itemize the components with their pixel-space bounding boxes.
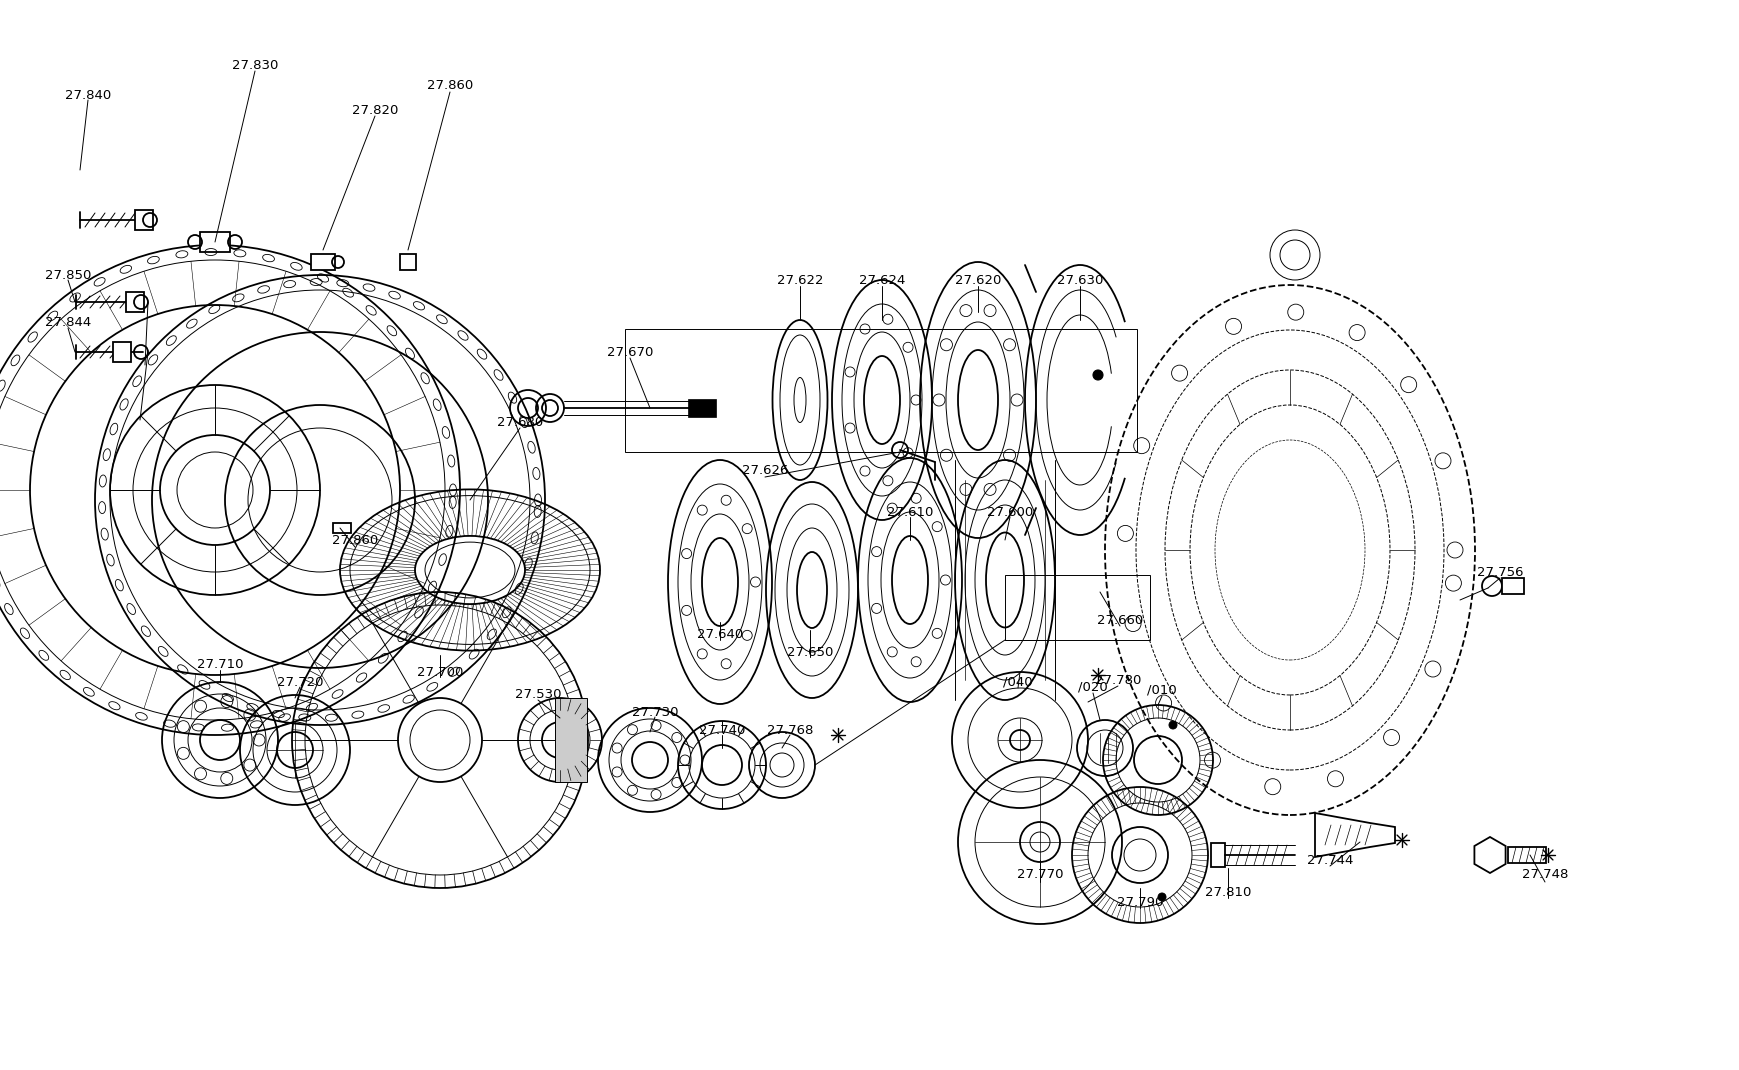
Bar	[125, 292, 144, 312]
Bar	[332, 523, 351, 533]
Text: /020: /020	[1078, 681, 1108, 693]
Bar	[311, 254, 336, 270]
Bar	[687, 399, 715, 417]
Text: 27.860: 27.860	[426, 78, 473, 92]
Bar	[1210, 843, 1224, 867]
Text: 27.840: 27.840	[64, 89, 111, 102]
Bar	[200, 232, 230, 253]
Circle shape	[1169, 721, 1176, 729]
Text: 27.710: 27.710	[197, 658, 243, 672]
Text: 27.830: 27.830	[231, 59, 278, 72]
Text: 27.626: 27.626	[741, 463, 788, 476]
Text: 27.700: 27.700	[417, 666, 463, 678]
Text: 27.770: 27.770	[1016, 869, 1063, 882]
Text: 27.640: 27.640	[697, 628, 743, 642]
Polygon shape	[1473, 837, 1504, 873]
Text: 27.790: 27.790	[1116, 896, 1162, 908]
Text: 27.610: 27.610	[887, 505, 932, 519]
Bar	[624, 328, 1136, 452]
Circle shape	[1158, 893, 1165, 901]
Text: 27.844: 27.844	[45, 316, 90, 328]
Text: 27.756: 27.756	[1476, 566, 1522, 579]
Text: 27.740: 27.740	[699, 723, 744, 736]
Bar	[555, 698, 586, 782]
Text: /010: /010	[1146, 684, 1176, 697]
Text: 27.620: 27.620	[955, 274, 1000, 287]
Text: 27.670: 27.670	[607, 346, 652, 358]
Bar	[113, 342, 130, 362]
Text: 27.680: 27.680	[497, 415, 543, 428]
Text: 27.624: 27.624	[859, 274, 904, 287]
Text: 27.600: 27.600	[986, 505, 1033, 519]
Bar	[400, 254, 416, 270]
Text: 27.744: 27.744	[1306, 854, 1353, 867]
Text: /040: /040	[1003, 675, 1033, 688]
Bar	[1005, 575, 1149, 640]
Text: 27.530: 27.530	[515, 688, 562, 702]
Text: 27.622: 27.622	[776, 274, 823, 287]
Bar	[1508, 847, 1546, 863]
Text: 27.820: 27.820	[351, 104, 398, 117]
Text: 27.650: 27.650	[786, 645, 833, 658]
Text: 27.748: 27.748	[1522, 869, 1567, 882]
Text: 27.780: 27.780	[1094, 673, 1141, 687]
Text: 27.730: 27.730	[631, 705, 678, 718]
Text: 27.768: 27.768	[767, 723, 812, 736]
Text: 27.630: 27.630	[1056, 274, 1103, 287]
Bar	[1501, 578, 1523, 594]
Text: 27.720: 27.720	[277, 675, 323, 688]
Text: 27.860: 27.860	[332, 534, 377, 547]
Text: 27.810: 27.810	[1203, 886, 1250, 899]
Bar	[136, 210, 153, 230]
Circle shape	[1092, 370, 1103, 380]
Text: 27.660: 27.660	[1096, 613, 1143, 627]
Text: 27.850: 27.850	[45, 269, 90, 281]
